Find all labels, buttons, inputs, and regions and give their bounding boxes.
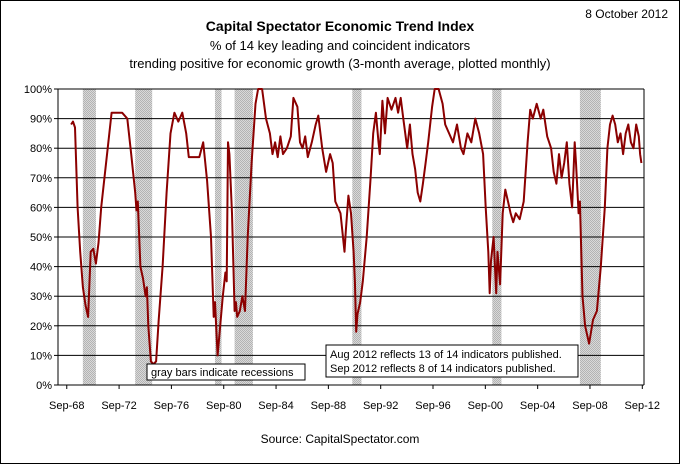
x-tick-label: Sep-80 — [206, 400, 241, 412]
y-tick-label: 30% — [30, 291, 52, 303]
date-label: 8 October 2012 — [585, 7, 668, 21]
recession-note: gray bars indicate recessions — [146, 363, 306, 381]
y-tick-label: 80% — [30, 143, 52, 155]
chart-subtitle-2: trending positive for economic growth (3… — [129, 56, 551, 71]
data-note-line-2: Sep 2012 reflects 8 of 14 indicators pub… — [330, 363, 556, 375]
x-tick-label: Sep-08 — [572, 400, 607, 412]
x-tick-label: Sep-96 — [415, 400, 450, 412]
x-tick-label: Sep-68 — [49, 400, 84, 412]
series-line — [70, 88, 643, 366]
recession-note-text: gray bars indicate recessions — [151, 367, 294, 379]
data-note: Aug 2012 reflects 13 of 14 indicators pu… — [325, 344, 579, 378]
chart-subtitle-1: % of 14 key leading and coincident indic… — [209, 38, 471, 53]
x-tick-label: Sep-72 — [101, 400, 136, 412]
y-tick-label: 100% — [24, 84, 52, 96]
x-tick-label: Sep-76 — [154, 400, 189, 412]
axes: 0% 10% 20% 30% 40% 50% 60% 70% 80% 90% 100% Sep-68 S… — [24, 84, 660, 412]
chart-title: Capital Spectator Economic Trend Index — [205, 18, 475, 34]
series-layer — [70, 88, 643, 366]
y-tick-label: 20% — [30, 321, 52, 333]
data-note-line-1: Aug 2012 reflects 13 of 14 indicators pu… — [330, 349, 562, 361]
source-note: Source: CapitalSpectator.com — [260, 432, 420, 446]
y-tick-label: 40% — [30, 262, 52, 274]
x-tick-label: Sep-88 — [311, 400, 346, 412]
x-tick-label: Sep-00 — [468, 400, 503, 412]
y-tick-label: 60% — [30, 202, 52, 214]
x-tick-label: Sep-84 — [258, 400, 293, 412]
y-tick-label: 70% — [30, 173, 52, 185]
y-tick-label: 50% — [30, 232, 52, 244]
x-tick-label: Sep-92 — [363, 400, 398, 412]
x-tick-label: Sep-04 — [520, 400, 555, 412]
y-tick-label: 10% — [30, 350, 52, 362]
y-tick-label: 0% — [36, 380, 52, 392]
y-tick-label: 90% — [30, 114, 52, 126]
x-tick-label: Sep-12 — [625, 400, 660, 412]
